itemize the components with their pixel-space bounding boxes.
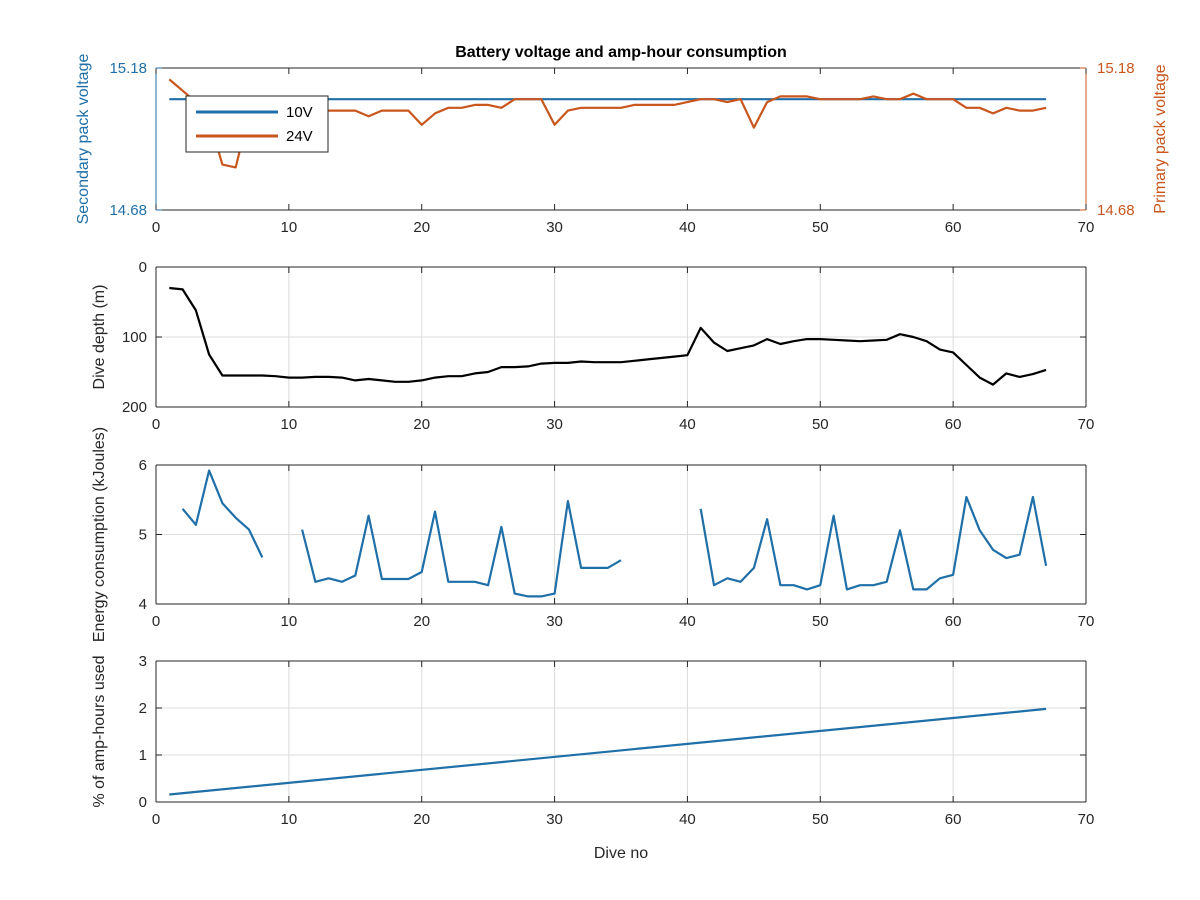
x-tick-label: 0 [152, 613, 160, 630]
y-tick-label: 200 [122, 399, 147, 416]
y-tick-label: 4 [139, 596, 147, 613]
y-tick-label: 14.68 [109, 202, 147, 219]
x-tick-label: 30 [546, 811, 563, 828]
y-tick-label: 1 [139, 747, 147, 764]
y-tick-label-right: 15.18 [1097, 60, 1135, 77]
y-axis-label: Energy consumption (kJoules) [91, 427, 108, 642]
x-tick-label: 0 [152, 811, 160, 828]
series-line-s0 [169, 286, 1047, 386]
x-tick-label: 50 [812, 416, 829, 433]
y-tick-label: 3 [139, 653, 147, 670]
x-tick-label: 20 [413, 416, 430, 433]
x-tick-label: 30 [546, 613, 563, 630]
y-tick-label: 0 [139, 794, 147, 811]
y-tick-label: 0 [139, 259, 147, 276]
x-tick-label: 60 [945, 416, 962, 433]
x-tick-label: 10 [281, 219, 298, 236]
legend-box [185, 95, 329, 153]
series-line-s0-seg1 [181, 469, 264, 558]
x-tick-label: 50 [812, 811, 829, 828]
x-tick-label: 10 [281, 811, 298, 828]
y-tick-label: 5 [139, 527, 147, 544]
x-tick-label: 20 [413, 219, 430, 236]
x-tick-label: 40 [679, 219, 696, 236]
y-axis-label: % of amp-hours used [91, 655, 108, 807]
y-axis-label-right: Primary pack voltage [1152, 64, 1169, 213]
legend-label-10v: 10V [286, 104, 313, 121]
x-tick-label: 40 [679, 811, 696, 828]
x-tick-label: 70 [1078, 416, 1095, 433]
series-line-s0-seg2 [301, 500, 622, 598]
y-tick-label: 6 [139, 457, 147, 474]
y-tick-label: 100 [122, 329, 147, 346]
x-tick-label: 0 [152, 219, 160, 236]
x-tick-label: 50 [812, 613, 829, 630]
x-tick-label: 60 [945, 219, 962, 236]
subplot-1: 0 10 20 30 40 50 60 7014.6815.1814.6815.18Secon… [75, 54, 1169, 236]
x-tick-label: 50 [812, 219, 829, 236]
x-tick-label: 30 [546, 416, 563, 433]
x-tick-label: 70 [1078, 811, 1095, 828]
x-tick-label: 20 [413, 613, 430, 630]
x-axis-label: Dive no [594, 845, 648, 862]
x-tick-label: 60 [945, 811, 962, 828]
legend-label-24v: 24V [286, 128, 313, 145]
x-tick-label: 30 [546, 219, 563, 236]
x-tick-label: 10 [281, 416, 298, 433]
subplot-3: 0 10 20 30 40 50 60 70 4 5 6 Energy consumption (kJ… [91, 427, 1094, 642]
x-tick-label: 70 [1078, 219, 1095, 236]
x-tick-label: 40 [679, 613, 696, 630]
x-tick-label: 40 [679, 416, 696, 433]
y-axis-label: Secondary pack voltage [75, 54, 92, 225]
y-axis-label: Dive depth (m) [91, 285, 108, 390]
subplot-2: 0 10 20 30 40 50 60 70 0 100 200 Dive depth (m) [91, 259, 1094, 433]
y-tick-label: 2 [139, 700, 147, 717]
y-tick-label-right: 14.68 [1097, 202, 1135, 219]
series-line-s0 [169, 707, 1047, 796]
figure-title: Battery voltage and amp-hour consumption [455, 44, 787, 61]
x-tick-label: 70 [1078, 613, 1095, 630]
plot-area [156, 661, 1086, 802]
x-tick-label: 10 [281, 613, 298, 630]
plots: 0 10 20 30 40 50 60 7014.6815.1814.6815.18Secon… [75, 54, 1169, 862]
x-tick-label: 0 [152, 416, 160, 433]
series-line-s0-seg3 [699, 495, 1048, 591]
x-tick-label: 60 [945, 613, 962, 630]
x-tick-label: 20 [413, 811, 430, 828]
y-tick-label: 15.18 [109, 60, 147, 77]
subplot-4: 0 10 20 30 40 50 60 70 0 1 2 3 % of amp-hours used Di… [91, 653, 1094, 862]
